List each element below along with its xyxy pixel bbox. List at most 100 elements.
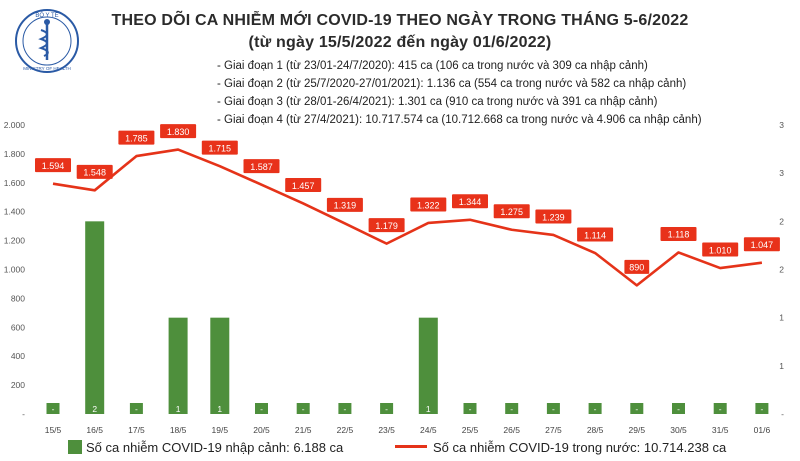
bar-value-label: - bbox=[385, 404, 388, 414]
line-value-label: 1.548 bbox=[83, 168, 106, 178]
line-value-label: 1.715 bbox=[209, 143, 232, 153]
x-tick-label: 23/5 bbox=[378, 425, 395, 435]
line-value-label: 1.047 bbox=[751, 240, 774, 250]
y-left-tick-label: - bbox=[22, 409, 25, 419]
y-left-tick-label: 1.800 bbox=[4, 149, 26, 159]
line-value-label: 1.594 bbox=[42, 161, 65, 171]
bar-value-label: - bbox=[52, 404, 55, 414]
bar-value-label: - bbox=[469, 404, 472, 414]
line-value-label: 1.457 bbox=[292, 181, 315, 191]
line-value-label: 1.322 bbox=[417, 200, 440, 210]
bar bbox=[505, 403, 519, 414]
line-value-label: 1.587 bbox=[250, 162, 273, 172]
line-value-box bbox=[35, 158, 71, 173]
line-value-label: 1.239 bbox=[542, 212, 565, 222]
ministry-of-health-logo: BỘ Y TẾ MINISTRY OF HEALTH bbox=[15, 9, 79, 73]
page-subtitle: (từ ngày 15/5/2022 đến ngày 01/6/2022) bbox=[248, 34, 552, 51]
line-value-box bbox=[452, 194, 488, 209]
x-tick-label: 15/5 bbox=[45, 425, 62, 435]
stage-note: - Giai đoạn 2 (từ 25/7/2020-27/01/2021):… bbox=[217, 78, 687, 90]
y-left-tick-label: 1.000 bbox=[4, 265, 26, 275]
line-value-box bbox=[243, 159, 280, 174]
line-value-box bbox=[76, 164, 113, 179]
bar bbox=[296, 403, 310, 414]
y-left-tick-label: 2.000 bbox=[4, 120, 26, 130]
bar bbox=[129, 403, 143, 414]
line-value-label: 1.785 bbox=[125, 133, 148, 143]
line-value-label: 1.830 bbox=[167, 127, 190, 137]
bar-value-label: - bbox=[135, 404, 138, 414]
bar-value-label: 1 bbox=[426, 404, 431, 414]
bar bbox=[755, 403, 769, 414]
y-left-tick-label: 400 bbox=[11, 351, 25, 361]
line-value-label: 1.118 bbox=[668, 230, 690, 240]
bar-value-label: - bbox=[510, 404, 513, 414]
line-value-box bbox=[201, 140, 238, 155]
x-tick-label: 01/6 bbox=[754, 425, 771, 435]
bar bbox=[463, 403, 477, 414]
bar-value-label: - bbox=[635, 404, 638, 414]
legend-bar-swatch bbox=[68, 440, 82, 454]
x-tick-label: 19/5 bbox=[212, 425, 229, 435]
bar bbox=[546, 403, 560, 414]
bar bbox=[255, 403, 268, 414]
x-tick-label: 18/5 bbox=[170, 425, 187, 435]
y-left-tick-label: 600 bbox=[11, 322, 25, 332]
bar-value-label: 1 bbox=[176, 404, 181, 414]
bar-value-label: - bbox=[677, 404, 680, 414]
y-right-tick-label: 3 bbox=[779, 120, 784, 130]
bar bbox=[380, 403, 394, 414]
bar-value-label: 2 bbox=[92, 404, 97, 414]
x-tick-label: 20/5 bbox=[253, 425, 270, 435]
bar bbox=[418, 317, 438, 414]
stage-notes: - Giai đoạn 1 (từ 23/01-24/7/2020): 415 … bbox=[217, 57, 702, 129]
line-value-box bbox=[368, 218, 405, 233]
bar bbox=[630, 403, 644, 414]
legend-imported: Số ca nhiễm COVID-19 nhập cảnh: 6.188 ca bbox=[68, 440, 343, 455]
line-value-box bbox=[743, 237, 780, 252]
y-right-tick-label: 1 bbox=[779, 361, 784, 371]
bar-value-label: - bbox=[552, 404, 555, 414]
x-tick-label: 26/5 bbox=[503, 425, 520, 435]
y-right-tick-label: 2 bbox=[779, 216, 784, 226]
line-value-label: 1.010 bbox=[709, 245, 732, 255]
bar-value-label: - bbox=[302, 404, 305, 414]
legend-line-label: Số ca nhiễm COVID-19 trong nước: 10.714.… bbox=[433, 440, 727, 455]
line-value-box bbox=[660, 226, 697, 241]
x-tick-label: 28/5 bbox=[587, 425, 604, 435]
legend-bar-label: Số ca nhiễm COVID-19 nhập cảnh: 6.188 ca bbox=[86, 440, 344, 455]
line-value-label: 1.114 bbox=[584, 230, 606, 240]
line-value-label: 1.344 bbox=[459, 197, 482, 207]
y-left-tick-label: 200 bbox=[11, 380, 25, 390]
bar-value-label: - bbox=[260, 404, 263, 414]
y-left-tick-label: 1.200 bbox=[4, 236, 26, 246]
x-tick-label: 29/5 bbox=[629, 425, 646, 435]
domestic-series-line bbox=[52, 148, 763, 287]
line-value-box bbox=[118, 130, 155, 145]
x-tick-label: 22/5 bbox=[337, 425, 354, 435]
logo-top-text: BỘ Y TẾ bbox=[35, 12, 58, 19]
line-value-label: 1.319 bbox=[334, 201, 357, 211]
bar bbox=[46, 403, 60, 414]
stage-note: - Giai đoạn 3 (từ 28/01-26/4/2021): 1.30… bbox=[217, 96, 658, 108]
x-tick-label: 31/5 bbox=[712, 425, 729, 435]
bar bbox=[210, 317, 230, 414]
y-right-tick-label: - bbox=[781, 409, 784, 419]
bar bbox=[672, 403, 685, 414]
line-value-label: 890 bbox=[629, 263, 644, 273]
line-value-label: 1.179 bbox=[375, 221, 398, 231]
y-left-tick-label: 1.600 bbox=[4, 178, 26, 188]
y-left-tick-label: 800 bbox=[11, 293, 25, 303]
legend-line-swatch bbox=[395, 445, 427, 448]
bar-value-label: - bbox=[343, 404, 346, 414]
x-tick-label: 17/5 bbox=[128, 425, 145, 435]
bar bbox=[338, 403, 352, 414]
bar bbox=[588, 403, 602, 414]
stage-note: - Giai đoạn 1 (từ 23/01-24/7/2020): 415 … bbox=[217, 60, 648, 72]
bar-value-label: - bbox=[594, 404, 597, 414]
bar-value-label: - bbox=[760, 404, 763, 414]
line-value-box bbox=[535, 209, 572, 224]
line-value-box bbox=[702, 242, 739, 257]
y-left-tick-label: 1.400 bbox=[4, 207, 26, 217]
x-tick-label: 27/5 bbox=[545, 425, 562, 435]
